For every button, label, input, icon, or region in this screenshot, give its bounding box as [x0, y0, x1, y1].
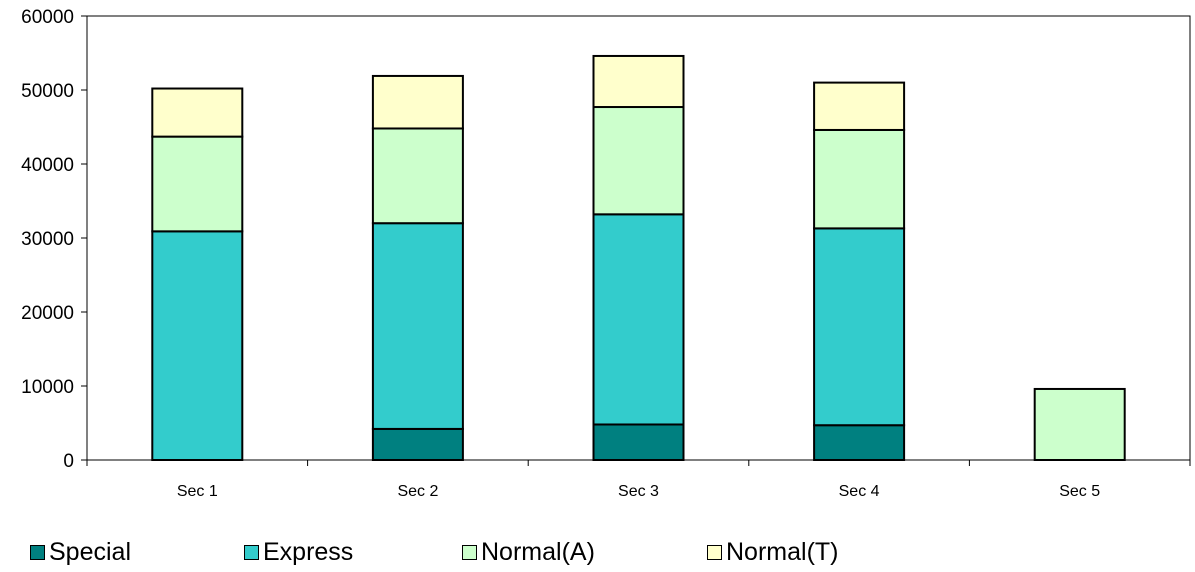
legend-item-normal-a: Normal(A): [462, 537, 595, 567]
bar-segment-normal-a: [1033, 387, 1126, 461]
bar-segment-normal-t: [592, 54, 685, 109]
x-category-label: Sec 1: [177, 483, 218, 500]
bar-segment-express: [813, 227, 906, 427]
bar-segment-express: [592, 213, 685, 426]
legend-swatch-normal-t: [707, 544, 722, 560]
bar-segment-special: [371, 427, 464, 462]
y-tick-label: 30000: [21, 229, 74, 250]
x-category-label: Sec 3: [618, 483, 659, 500]
legend-swatch-special: [30, 544, 45, 560]
bar-segment-express: [371, 222, 464, 430]
bar-segment-normal-a: [151, 135, 244, 233]
legend-label-normal-a: Normal(A): [481, 538, 595, 566]
bar-segment-normal-t: [371, 74, 464, 130]
bar-segment-normal-a: [371, 127, 464, 225]
legend-item-normal-t: Normal(T): [707, 537, 839, 567]
y-tick-label: 60000: [21, 7, 74, 28]
legend-label-special: Special: [49, 538, 131, 566]
bar-segment-normal-t: [151, 87, 244, 138]
plot-area: 0 10000 20000 30000 40000 50000 60000 Sec 1 Sec …: [21, 7, 1191, 500]
stacked-bar-chart: 0 10000 20000 30000 40000 50000 60000 Sec 1 Sec …: [21, 7, 1191, 500]
bar-segment-normal-a: [813, 128, 906, 230]
legend-swatch-normal-a: [462, 544, 477, 560]
x-category-label: Sec 4: [839, 483, 880, 500]
bar-segment-special: [592, 423, 685, 462]
x-category-label: Sec 5: [1059, 483, 1100, 500]
bar-segment-normal-t: [813, 81, 906, 131]
x-category-label: Sec 2: [397, 483, 438, 500]
legend-item-special: Special: [30, 537, 131, 567]
legend-swatch-express: [244, 544, 259, 560]
y-tick-label: 40000: [21, 155, 74, 176]
legend-label-express: Express: [263, 538, 354, 566]
bar-segment-special: [813, 424, 906, 461]
y-tick-label: 50000: [21, 81, 74, 102]
legend-label-normal-t: Normal(T): [726, 538, 839, 566]
y-tick-label: 10000: [21, 377, 74, 398]
y-tick-label: 20000: [21, 303, 74, 324]
y-tick-label: 0: [63, 451, 74, 472]
bar-segment-express: [151, 230, 244, 461]
bar-segment-normal-a: [592, 106, 685, 216]
legend-item-express: Express: [244, 537, 353, 567]
